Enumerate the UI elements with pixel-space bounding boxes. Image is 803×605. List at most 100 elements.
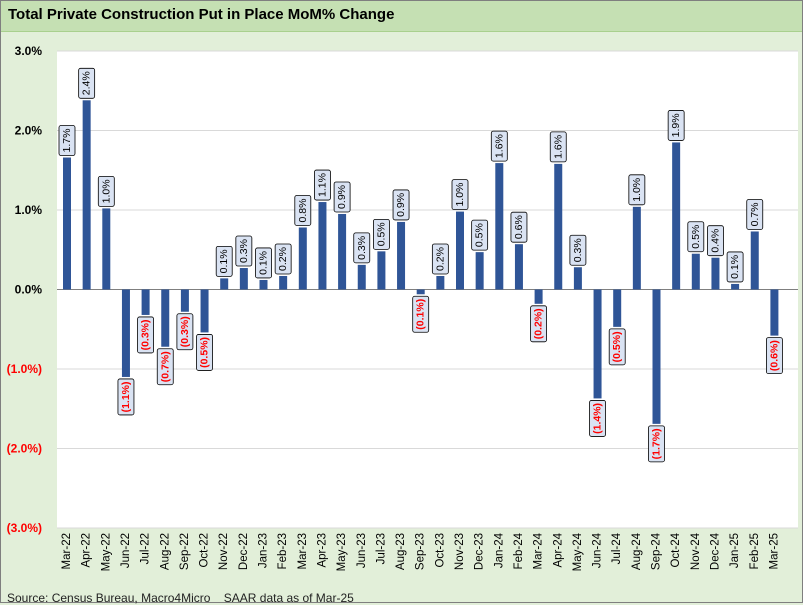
data-label-box — [196, 334, 213, 371]
x-tick-label: May-23 — [336, 533, 348, 571]
data-label: 0.9% — [395, 193, 407, 217]
title-bar: Total Private Construction Put in Place … — [1, 1, 802, 32]
x-tick-label: Apr-24 — [552, 532, 564, 567]
data-label-box — [353, 232, 371, 264]
data-label-box — [392, 189, 410, 221]
x-tick-label: Feb-25 — [749, 533, 761, 569]
bar — [161, 289, 170, 347]
data-label: 0.8% — [297, 199, 309, 223]
source-note: Source: Census Bureau, Macro4Micro SAAR … — [7, 591, 354, 605]
bar — [377, 251, 386, 290]
data-label: 2.4% — [81, 71, 93, 95]
data-label: 0.2% — [434, 247, 446, 271]
data-label-box — [274, 243, 292, 275]
bar — [436, 275, 445, 290]
data-label-box — [156, 348, 174, 386]
data-label-box — [687, 221, 705, 253]
bar — [613, 289, 622, 327]
bar — [534, 289, 543, 304]
bar — [770, 289, 779, 336]
data-label-box — [294, 195, 312, 226]
x-tick-label: Nov-23 — [454, 533, 466, 570]
x-tick-label: Jul-22 — [140, 533, 152, 564]
bar — [750, 231, 759, 290]
x-tick-label: Jan-25 — [729, 533, 741, 568]
x-tick-label: Apr-22 — [81, 533, 93, 568]
data-label-box — [490, 130, 508, 162]
y-tick-label: (1.0%) — [7, 362, 42, 376]
x-tick-label: Mar-23 — [297, 533, 309, 569]
data-label-box — [314, 169, 331, 201]
data-label: 0.9% — [336, 185, 348, 209]
bar — [357, 264, 366, 290]
data-label: 1.1% — [316, 173, 328, 197]
x-tick-label: Dec-24 — [709, 532, 721, 570]
bar — [711, 257, 720, 290]
x-tick-label: Jul-23 — [375, 533, 387, 564]
data-label: (0.5%) — [199, 337, 211, 368]
data-label: 0.5% — [375, 222, 387, 246]
x-tick-label: Oct-22 — [199, 533, 211, 568]
data-label-box — [471, 219, 489, 251]
data-label-box — [648, 425, 665, 463]
bar — [220, 278, 229, 290]
data-label-box — [746, 199, 764, 230]
data-label-box — [530, 305, 547, 343]
data-label: 1.7% — [61, 129, 73, 153]
data-label: 1.0% — [454, 183, 466, 207]
data-label-box — [510, 211, 528, 243]
bar — [456, 211, 464, 290]
data-label-box — [589, 400, 606, 437]
data-label: (1.1%) — [120, 381, 132, 412]
x-tick-label: Jan-23 — [258, 533, 270, 568]
data-label: 0.1% — [258, 251, 270, 275]
bar — [691, 253, 700, 290]
data-label-box — [667, 110, 685, 141]
data-label-box — [255, 247, 272, 279]
x-tick-label: Mar-22 — [61, 533, 73, 569]
bar — [573, 267, 582, 290]
data-label-box — [628, 174, 646, 206]
bar — [102, 208, 111, 290]
bar — [593, 289, 602, 399]
bar — [397, 221, 406, 290]
y-tick-label: (3.0%) — [7, 521, 42, 535]
x-tick-label: Sep-22 — [179, 533, 191, 570]
data-label-box — [333, 181, 351, 213]
bar — [338, 213, 347, 290]
data-label-box — [766, 337, 783, 375]
data-label: (0.3%) — [140, 319, 152, 350]
bar — [259, 279, 268, 290]
y-tick-label: 3.0% — [15, 44, 43, 58]
x-tick-label: Apr-23 — [316, 533, 328, 568]
x-tick-label: Jun-23 — [356, 533, 368, 568]
x-tick-label: May-24 — [572, 532, 584, 571]
x-tick-label: Jun-24 — [592, 532, 604, 568]
data-label: 0.4% — [709, 229, 721, 253]
x-tick-label: May-22 — [100, 533, 112, 571]
data-label-box — [707, 225, 724, 257]
data-label-box — [549, 131, 567, 163]
bar — [514, 244, 523, 290]
bar — [495, 163, 504, 290]
bar — [82, 100, 91, 290]
x-tick-label: Nov-22 — [218, 533, 230, 570]
bar — [554, 163, 563, 290]
bar — [63, 157, 71, 290]
bar — [298, 227, 307, 290]
data-label-box — [569, 234, 587, 266]
x-tick-label: Dec-23 — [474, 533, 486, 570]
data-label: 0.7% — [749, 202, 761, 226]
data-label-box — [58, 125, 76, 156]
bar — [279, 275, 288, 290]
x-tick-label: Feb-23 — [277, 533, 289, 569]
data-label-box — [412, 295, 430, 333]
x-tick-label: Oct-24 — [670, 532, 682, 567]
data-label: 0.3% — [238, 239, 250, 263]
bar — [318, 202, 327, 290]
data-label: 1.9% — [670, 113, 682, 137]
data-label: 1.0% — [100, 179, 112, 203]
x-tick-label: Sep-24 — [651, 532, 663, 570]
y-tick-label: (2.0%) — [7, 442, 42, 456]
